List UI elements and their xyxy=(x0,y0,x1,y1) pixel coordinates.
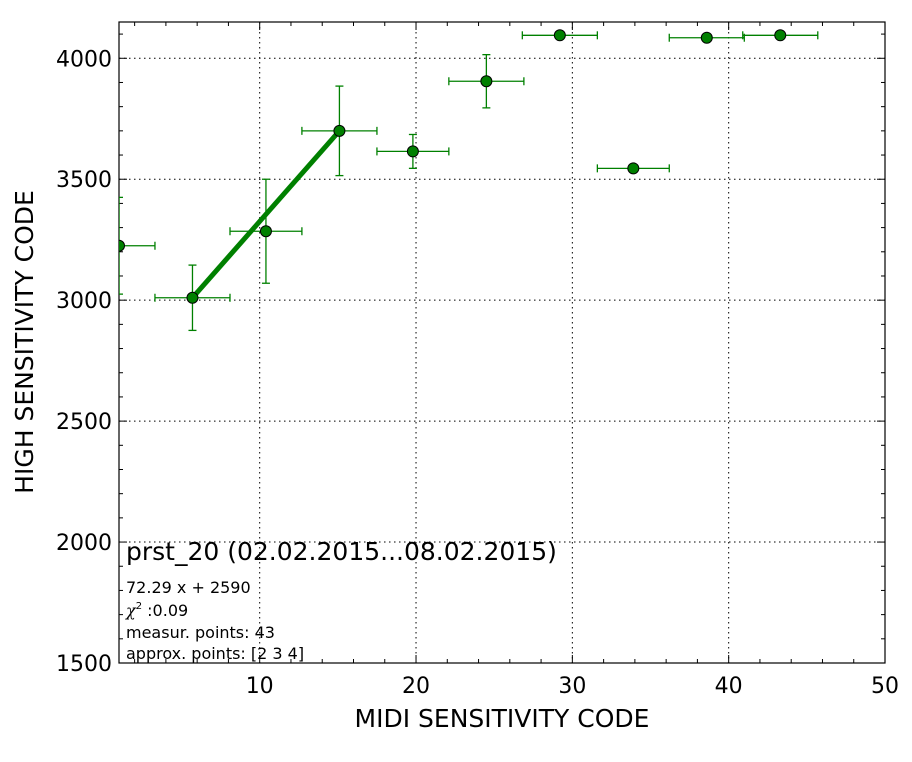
data-point xyxy=(186,291,199,304)
data-point xyxy=(700,31,713,44)
chi-symbol: χ xyxy=(125,601,137,620)
x-axis-title: MIDI SENSITIVITY CODE xyxy=(355,704,650,733)
x-tick-labels: 10 20 30 40 50 xyxy=(246,674,899,699)
x-tick-label: 50 xyxy=(871,674,899,699)
chi-value: :0.09 xyxy=(142,601,188,620)
y-tick-label: 2000 xyxy=(56,531,112,556)
data-point xyxy=(480,75,493,88)
chi-square: χ2 :0.09 xyxy=(125,601,188,620)
data-markers xyxy=(119,29,787,304)
fit-equation: 72.29 x + 2590 xyxy=(126,578,251,597)
data-point xyxy=(553,29,566,42)
data-point xyxy=(333,124,346,137)
error-bars xyxy=(119,31,819,332)
minor-ticks xyxy=(119,22,885,663)
x-tick-label: 20 xyxy=(402,674,430,699)
data-point xyxy=(119,239,125,252)
y-tick-labels: 1500 2000 2500 3000 3500 4000 xyxy=(56,47,112,677)
dataset-label: prst_20 (02.02.2015...08.02.2015) xyxy=(126,537,557,566)
fit-line xyxy=(190,129,342,300)
plot-frame xyxy=(118,21,886,664)
y-tick-label: 3000 xyxy=(56,289,112,314)
y-tick-label: 1500 xyxy=(56,652,112,677)
measur-points: measur. points: 43 xyxy=(126,623,275,642)
x-tick-label: 30 xyxy=(558,674,586,699)
major-ticks xyxy=(119,22,886,664)
y-tick-label: 4000 xyxy=(56,47,112,72)
x-tick-label: 10 xyxy=(246,674,274,699)
y-tick-label: 2500 xyxy=(56,410,112,435)
data-point xyxy=(406,145,419,158)
plot-area xyxy=(119,29,819,332)
grid xyxy=(119,22,886,664)
data-point xyxy=(259,225,272,238)
y-axis-title: HIGH SENSITIVITY CODE xyxy=(10,190,39,494)
y-tick-label: 3500 xyxy=(56,168,112,193)
approx-points: approx. points: [2 3 4] xyxy=(126,644,304,663)
chi-exponent: 2 xyxy=(136,601,142,612)
x-tick-label: 40 xyxy=(715,674,743,699)
data-point xyxy=(627,162,640,175)
data-point xyxy=(774,29,787,42)
